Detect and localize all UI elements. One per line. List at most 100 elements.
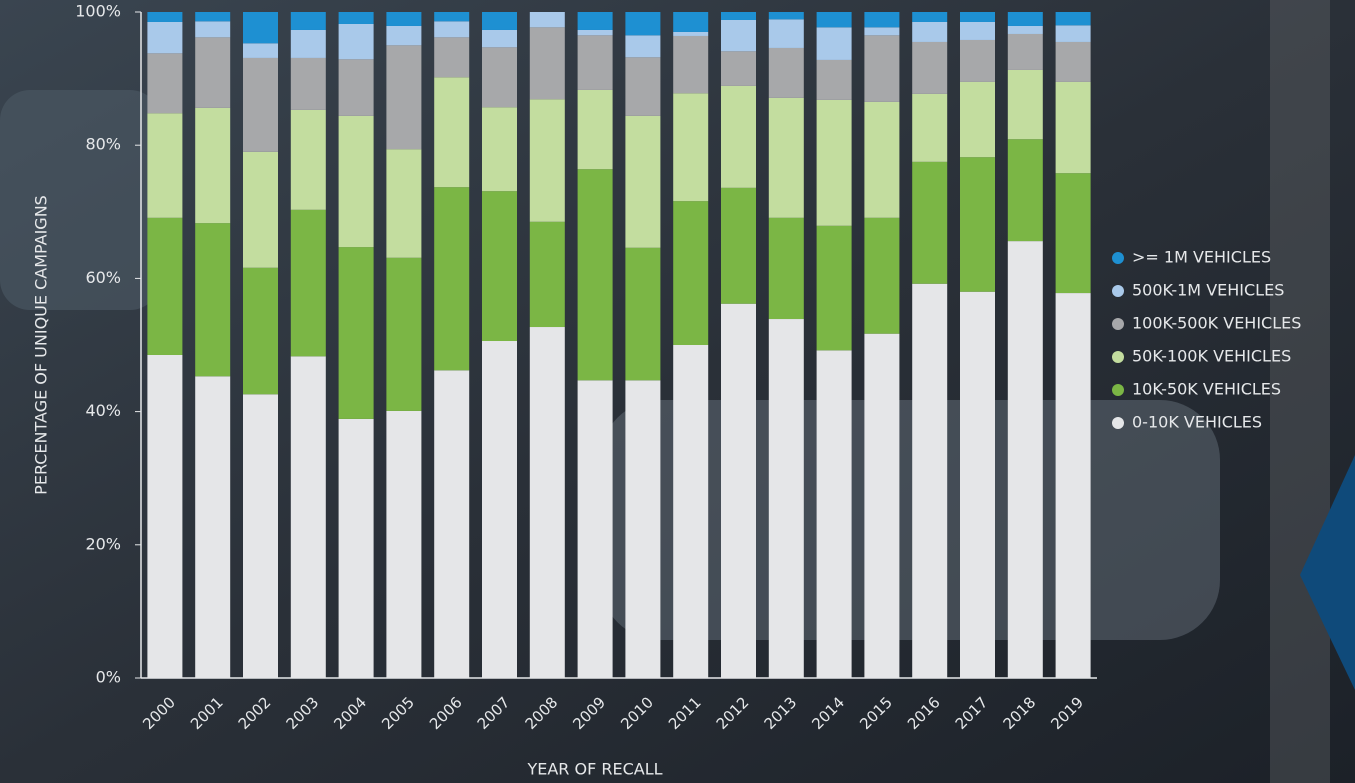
decoration (1300, 455, 1355, 690)
y-tick-label: 40% (85, 401, 121, 420)
bar-segment (290, 57, 326, 110)
bar-segment (625, 12, 661, 36)
legend-label: 100K-500K VEHICLES (1132, 314, 1301, 333)
bar-segment (577, 380, 613, 678)
bar-segment (290, 209, 326, 357)
bar-segment (338, 247, 374, 419)
bar-segment (243, 57, 278, 152)
bar-segment (386, 12, 422, 26)
bar-segment (1055, 173, 1091, 294)
bar-segment (195, 223, 231, 377)
bar-segment (912, 283, 948, 678)
y-tick-label: 60% (85, 268, 121, 287)
background-car (0, 90, 160, 310)
y-tick-label: 0% (96, 668, 121, 687)
bar-segment (816, 12, 852, 28)
bar-segment (721, 303, 756, 678)
legend-marker (1112, 417, 1124, 429)
legend-marker (1112, 318, 1124, 330)
bar-segment (195, 376, 231, 678)
bar-segment (960, 21, 995, 40)
y-tick-label: 80% (85, 135, 121, 154)
bar-segment (768, 47, 804, 98)
bar-segment (768, 319, 804, 678)
legend-marker (1112, 351, 1124, 363)
bar-segment (721, 187, 756, 304)
bar-segment (1007, 25, 1043, 34)
bar-segment (625, 57, 661, 116)
bar-segment (1007, 69, 1043, 140)
bar-segment (768, 19, 804, 48)
bar-segment (147, 354, 183, 678)
bar-segment (482, 47, 517, 108)
bar-segment (147, 113, 183, 218)
legend-label: 0-10K VEHICLES (1132, 413, 1262, 432)
bar-segment (386, 25, 422, 46)
bar-segment (1055, 12, 1091, 26)
bar-segment (1007, 33, 1043, 70)
bar-segment (625, 380, 661, 678)
bar-segment (434, 21, 470, 38)
bar-segment (147, 21, 183, 54)
bar-segment (577, 169, 613, 381)
bar-segment (1055, 25, 1091, 42)
bar-segment (338, 418, 374, 678)
bar-segment (243, 43, 278, 58)
bar-segment (577, 35, 613, 90)
bar-segment (434, 370, 470, 678)
bar-segment (816, 99, 852, 226)
bar-segment (960, 39, 995, 82)
bar-segment (960, 81, 995, 158)
bar-segment (482, 191, 517, 342)
legend-marker (1112, 285, 1124, 297)
y-tick-label: 100% (75, 2, 121, 21)
bar-segment (577, 12, 613, 30)
bar-segment (529, 221, 565, 328)
y-tick-label: 20% (85, 534, 121, 553)
bar-segment (529, 12, 565, 28)
bar-segment (912, 41, 948, 94)
bar-segment (625, 115, 661, 248)
bar-segment (1007, 139, 1043, 242)
bar-segment (625, 35, 661, 58)
bar-segment (721, 85, 756, 188)
bar-segment (816, 59, 852, 100)
background-curb (1270, 0, 1330, 783)
legend-marker (1112, 384, 1124, 396)
bar-segment (147, 53, 183, 114)
bar-segment (147, 12, 183, 22)
bar-segment (912, 12, 948, 22)
bar-segment (243, 12, 278, 44)
y-axis-title: PERCENTAGE OF UNIQUE CAMPAIGNS (32, 195, 51, 495)
bar-segment (721, 12, 756, 20)
bar-segment (243, 267, 278, 395)
bar-segment (864, 333, 900, 678)
bar-segment (195, 21, 231, 38)
bar-segment (195, 12, 231, 22)
bar-segment (864, 101, 900, 218)
bar-segment (960, 157, 995, 292)
bar-segment (625, 247, 661, 381)
legend-marker (1112, 252, 1124, 264)
bar-segment (864, 35, 900, 102)
bar-segment (195, 107, 231, 224)
bar-segment (482, 107, 517, 192)
bar-segment (195, 37, 231, 108)
bar-segment (816, 350, 852, 678)
bar-segment (290, 356, 326, 678)
legend-label: 500K-1M VEHICLES (1132, 281, 1284, 300)
bar-segment (768, 12, 804, 20)
bar-segment (721, 51, 756, 86)
bar-segment (338, 115, 374, 248)
bar-segment (673, 93, 709, 202)
bar-segment (434, 12, 470, 22)
bar-segment (1055, 293, 1091, 678)
bar-segment (577, 89, 613, 170)
bar-segment (338, 23, 374, 60)
bar-segment (768, 217, 804, 320)
legend-label: >= 1M VEHICLES (1132, 248, 1271, 267)
bar-segment (482, 341, 517, 678)
bar-segment (721, 19, 756, 52)
bar-segment (290, 29, 326, 58)
